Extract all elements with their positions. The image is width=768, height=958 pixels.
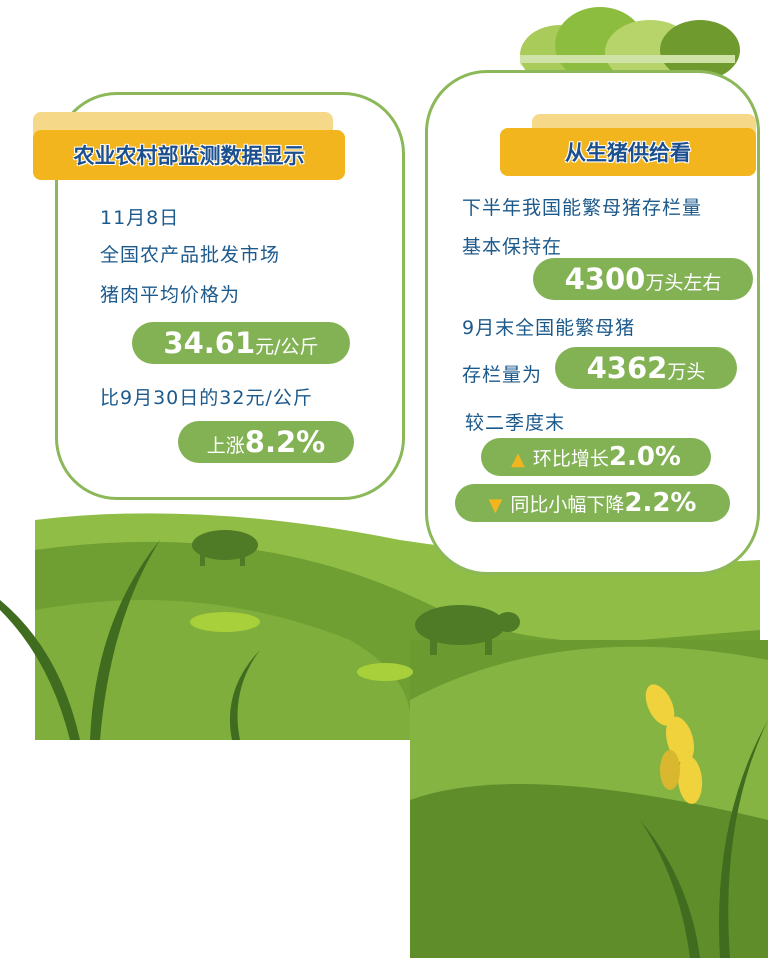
sept-unit: 万头 <box>667 361 706 383</box>
stock-amount-text: 存栏量为 <box>462 364 543 386</box>
rise-value: 8.2% <box>244 425 326 459</box>
price-pill: 34.61 元/公斤 <box>132 322 350 364</box>
sept-sow-text: 9月末全国能繁母猪 <box>462 317 636 339</box>
price-unit: 元/公斤 <box>255 336 319 358</box>
triangle-down-icon: ▼ <box>488 495 503 516</box>
qoq-value: 2.0% <box>608 442 681 472</box>
grass-blades <box>0 540 768 958</box>
market-text: 全国农产品批发市场 <box>100 244 281 266</box>
yoy-value: 2.2% <box>624 488 697 518</box>
left-card-title: 农业农村部监测数据显示 <box>33 130 345 180</box>
stock-unit: 万头左右 <box>645 272 722 294</box>
price-value: 34.61 <box>163 326 256 360</box>
yoy-pill: ▼ 同比小幅下降 2.2% <box>455 484 730 522</box>
hill-front <box>35 600 412 740</box>
qoq-pill: ▲ 环比增长 2.0% <box>481 438 711 476</box>
yoy-label: 同比小幅下降 <box>510 494 625 516</box>
sow-stock-text: 下半年我国能繁母猪存栏量 <box>462 197 703 219</box>
pig-icon <box>192 530 520 655</box>
avg-price-text: 猪肉平均价格为 <box>100 284 241 306</box>
rice-ear-icon <box>645 684 703 804</box>
triangle-up-icon: ▲ <box>511 449 525 470</box>
stock-pill: 4300 万头左右 <box>533 258 753 300</box>
bush-icon <box>190 612 413 681</box>
sept-stock-pill: 4362 万头 <box>555 347 737 389</box>
compare-text: 比9月30日的32元/公斤 <box>100 387 313 409</box>
right-card-title: 从生猪供给看 <box>500 128 756 176</box>
keep-text: 基本保持在 <box>462 236 563 258</box>
date-text: 11月8日 <box>100 207 180 229</box>
sept-value: 4362 <box>586 351 668 385</box>
stock-value: 4300 <box>564 262 646 296</box>
q2-compare-text: 较二季度末 <box>465 412 566 434</box>
qoq-label: 环比增长 <box>532 448 609 470</box>
rise-pill: 上涨 8.2% <box>178 421 354 463</box>
rise-label: 上涨 <box>206 435 245 457</box>
